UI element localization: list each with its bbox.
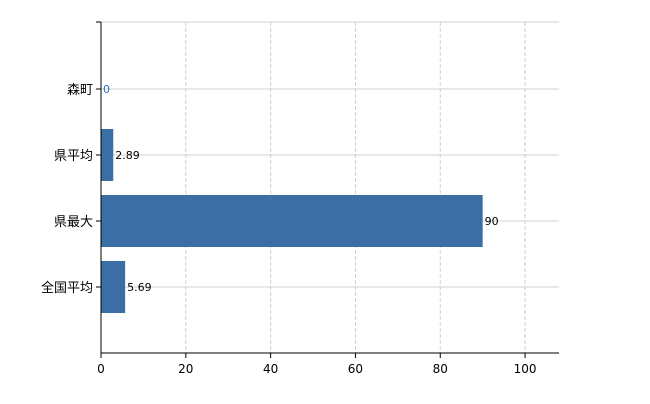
x-tick-label: 60: [348, 362, 363, 376]
y-tick-label: 森町: [67, 83, 93, 98]
y-tick-label: 全国平均: [41, 280, 93, 296]
data-label: 2.89: [115, 149, 140, 162]
data-label: 0: [103, 83, 110, 96]
bar: [101, 195, 483, 247]
x-tick-label: 20: [178, 362, 193, 376]
data-label: 5.69: [127, 281, 152, 294]
x-tick-label: 100: [514, 362, 537, 376]
x-tick-label: 0: [97, 362, 105, 376]
bar: [101, 129, 114, 181]
x-tick-label: 40: [263, 362, 278, 376]
data-label: 90: [485, 215, 499, 228]
x-tick-label: 80: [433, 362, 448, 376]
y-tick-label: 県平均: [54, 149, 93, 164]
bar: [101, 261, 126, 313]
y-tick-label: 県最大: [54, 215, 93, 230]
